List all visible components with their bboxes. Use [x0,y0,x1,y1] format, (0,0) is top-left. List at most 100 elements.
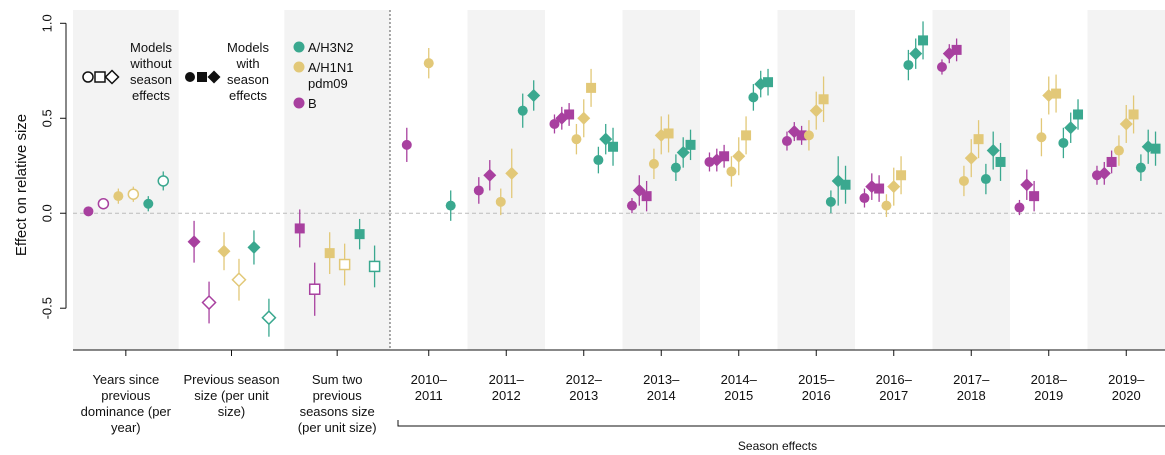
point [951,44,962,55]
x-tick-label: 2017–2018 [953,372,990,403]
point [825,196,836,207]
point [143,198,154,209]
point [201,294,217,311]
point [781,136,792,147]
point [840,179,851,190]
point [719,151,730,162]
legend-label-box: A/H3N2 [308,40,354,55]
point [1014,202,1025,213]
point [896,170,907,181]
point [685,139,696,150]
point [1036,132,1047,143]
point [641,191,652,202]
point [973,134,984,145]
point [1020,178,1034,192]
point [995,156,1006,167]
point [809,104,823,118]
legend-swatch [293,61,305,73]
point [495,196,506,207]
point [1058,137,1069,148]
x-tick-label-box: 2018–2019 [1030,372,1067,403]
point [127,188,140,200]
point [918,35,929,46]
point [157,175,170,187]
x-tick-label: Sum two previous seasons size (per unit … [297,372,377,435]
point [1029,191,1040,202]
band [1087,10,1165,350]
band [467,10,545,350]
y-tick-label: -0.5 [39,297,54,319]
point [1097,166,1111,180]
y-tick-label: 0.0 [39,204,54,222]
x-tick-label-box: Sum two previous seasons size (per unit … [297,372,377,435]
legend-symbol [185,72,195,82]
x-tick-label: 2015–2016 [798,372,835,403]
legend-label-box: A/H1N1 pdm09 [308,60,354,91]
x-tick-label-box: 2015–2016 [798,372,835,403]
point [423,58,434,69]
legend-symbol [207,70,221,84]
x-tick-label: 2010–2011 [410,372,447,403]
point [247,240,261,254]
x-tick-label-box: 2012–2013 [566,372,602,403]
point [401,139,412,150]
legend-symbol [197,72,207,82]
point [593,155,604,166]
point [549,118,560,129]
point [874,183,885,194]
point [763,77,774,88]
x-tick-label: 2018–2019 [1030,372,1067,403]
x-tick-label: 2014–2015 [720,372,757,403]
legend-model-label: Models with season effects [227,40,269,103]
point [571,134,582,145]
x-tick-label-box: 2016–2017 [876,372,912,403]
legend-symbol [94,71,106,83]
point [97,197,110,210]
legend-model-label-box: Models with season effects [227,40,269,103]
point [741,130,752,141]
legend-swatch [293,97,305,109]
legend-label: B [308,96,317,111]
x-tick-label-box: 2011–2012 [489,372,524,403]
x-tick-label-box: 2019–2020 [1108,372,1145,403]
point [517,105,528,116]
point [1051,88,1062,99]
x-tick-label-box: Previous season size (per unit size) [183,372,279,419]
point [586,82,597,93]
point [113,191,124,202]
band [932,10,1010,350]
legend-label-box: B [308,96,317,111]
point [608,141,619,152]
point [1073,109,1084,120]
x-tick-label-box: 2010–2011 [410,372,447,403]
point [261,310,277,326]
point [527,88,541,102]
point [483,168,497,182]
x-tick-label: Years since previous dominance (per year… [80,372,171,435]
point [473,185,484,196]
point [577,111,591,125]
group-bracket [397,420,1165,427]
point [964,151,978,165]
x-tick-label-box: 2013–2014 [643,372,679,403]
point [887,180,901,194]
point [324,248,335,259]
point [936,61,947,72]
band [622,10,700,350]
point [980,174,991,185]
legend-model-label: Models without season effects [130,40,172,103]
point [663,128,674,139]
point [338,258,351,271]
point [818,94,829,105]
y-axis-label: Effect on relative size [13,114,30,256]
group-label: Season effects [738,439,817,453]
x-tick-label-box: 2014–2015 [720,372,757,403]
point [294,223,305,234]
x-tick-label-box: 2017–2018 [953,372,990,403]
point [1128,109,1139,120]
point [903,60,914,71]
point [881,200,892,211]
x-tick-label: 2019–2020 [1108,372,1145,403]
